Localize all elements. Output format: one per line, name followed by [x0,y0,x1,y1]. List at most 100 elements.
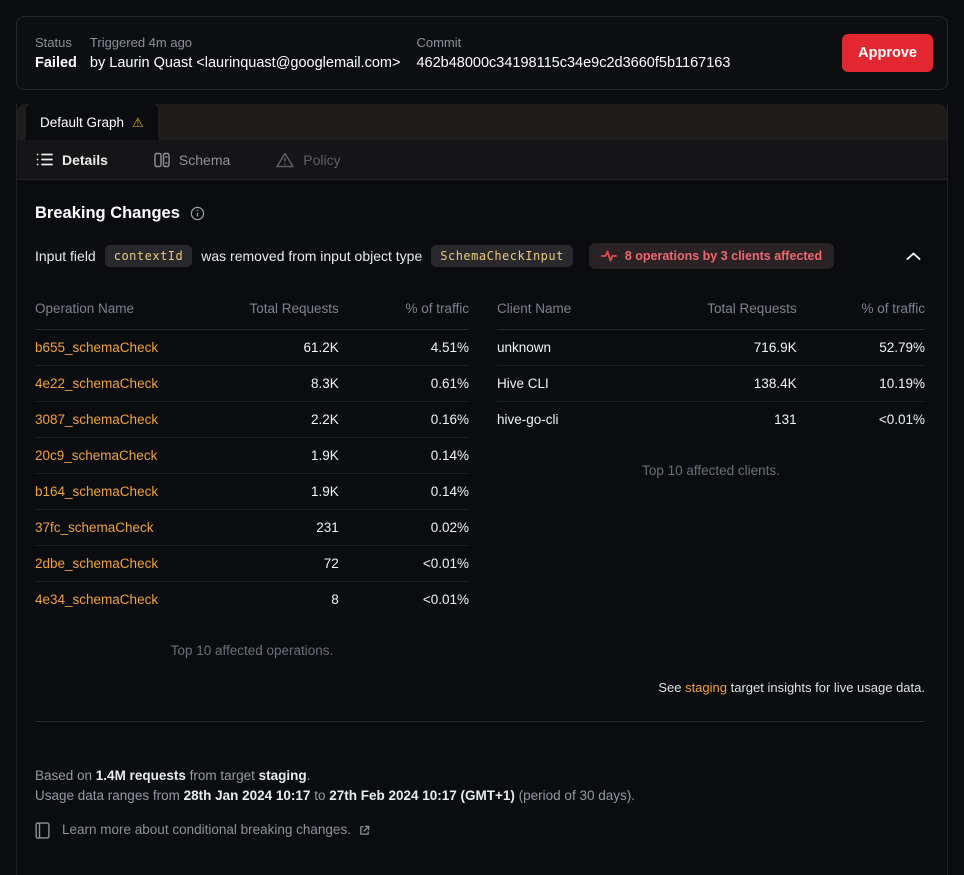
activity-icon [600,250,617,262]
operation-link[interactable]: 37fc_schemaCheck [35,509,244,546]
triggered-label: Triggered 4m ago [89,34,193,50]
col-total-requests: Total Requests [243,293,339,330]
info-icon[interactable] [190,206,205,221]
learn-more-link[interactable]: Learn more about conditional breaking ch… [35,820,925,840]
commit-label: Commit [416,34,462,50]
clients-table: Client Name Total Requests % of traffic … [497,293,925,437]
table-row: 20c9_schemaCheck 1.9K 0.14% [35,437,469,474]
tab-schema-label: Schema [178,151,231,168]
tab-details-label: Details [62,151,108,168]
operations-table-wrap: Operation Name Total Requests % of traff… [35,293,469,658]
table-row: b655_schemaCheck 61.2K 4.51% [35,329,469,366]
traffic-cell: 4.51% [338,329,469,366]
usage-footer: Based on 1.4M requests from target stagi… [35,766,925,840]
col-total-requests: Total Requests [702,293,797,330]
schema-icon [154,152,170,168]
operation-link[interactable]: 4e34_schemaCheck [35,592,159,607]
insights-prefix: See [658,680,686,695]
traffic-cell: 0.16% [338,401,469,438]
requests-cell: 138.4K [702,365,797,402]
operations-table: Operation Name Total Requests % of traff… [35,293,469,617]
clients-header-row: Client Name Total Requests % of traffic [497,293,925,330]
operation-link[interactable]: b655_schemaCheck [35,329,244,366]
change-text-middle: was removed from input object type [201,248,423,264]
approve-button[interactable]: Approve [842,34,933,72]
tab-policy[interactable]: Policy [276,151,341,168]
col-traffic: % of traffic [796,293,925,330]
based-middle: from target [185,768,259,783]
breaking-changes-header: Breaking Changes [35,204,925,223]
warning-triangle-icon [276,152,295,168]
learn-more-label: Learn more about conditional breaking ch… [62,822,351,837]
col-operation-name: Operation Name [35,293,244,330]
range-to: 27th Feb 2024 10:17 (GMT+1) [329,788,515,803]
client-name-cell: unknown [497,329,703,366]
target-name: staging [258,768,307,783]
based-suffix: . [306,768,311,783]
tab-schema[interactable]: Schema [154,152,230,168]
staging-insights-link[interactable]: staging [685,680,727,695]
status-block: Status Failed [35,35,77,72]
tab-default-graph[interactable]: Default Graph ⚠ [26,104,158,140]
clients-table-wrap: Client Name Total Requests % of traffic … [497,293,925,658]
tab-details[interactable]: Details [36,152,108,168]
requests-cell: 2.2K [243,401,339,438]
status-value: Failed [35,54,77,71]
table-row: Hive CLI 138.4K 10.19% [497,365,925,402]
operations-header-row: Operation Name Total Requests % of traff… [35,293,469,330]
divider [35,721,925,722]
traffic-cell: 10.19% [796,365,925,402]
requests-cell: 61.2K [243,329,339,366]
traffic-cell: <0.01% [422,592,469,607]
breaking-change-row[interactable]: Input field contextId was removed from i… [35,243,925,269]
traffic-cell: 0.02% [338,509,469,546]
range-join: to [310,788,330,803]
table-row: 2dbe_schemaCheck 72 <0.01% [35,545,469,582]
based-prefix: Based on [35,768,96,783]
insights-suffix: target insights for live usage data. [726,680,925,695]
range-from: 28th Jan 2024 10:17 [183,788,311,803]
col-traffic: % of traffic [338,293,469,330]
table-row: 4e34_schemaCheck 8 <0.01% [35,582,469,618]
requests-cell: 8 [331,592,339,607]
traffic-cell: 0.61% [338,365,469,402]
affected-badge-label: 8 operations by 3 clients affected [624,249,823,263]
requests-cell: 231 [243,509,339,546]
requests-cell: 131 [774,412,797,427]
triggered-block: Triggered 4m ago by Laurin Quast <laurin… [90,35,401,72]
traffic-cell: 0.14% [338,473,469,510]
external-link-icon [359,825,370,836]
table-row: hive-go-cli 131 <0.01% [497,402,925,438]
col-client-name: Client Name [497,293,703,330]
traffic-cell: 0.14% [338,437,469,474]
table-row: 4e22_schemaCheck 8.3K 0.61% [35,365,469,402]
book-icon [35,821,50,839]
commit-block: Commit 462b48000c34198115c34e9c2d3660f5b… [416,35,730,72]
table-row: unknown 716.9K 52.79% [497,329,925,366]
collapse-chevron-icon[interactable] [902,248,925,265]
client-name-cell: hive-go-cli [497,412,559,427]
tab-policy-label: Policy [303,151,341,168]
change-text-prefix: Input field [35,248,96,264]
date-range-line: Usage data ranges from 28th Jan 2024 10:… [35,786,925,806]
operations-caption: Top 10 affected operations. [170,643,334,658]
requests-cell: 72 [243,545,339,582]
operation-link[interactable]: 20c9_schemaCheck [35,437,244,474]
affected-operations-badge: 8 operations by 3 clients affected [588,243,835,269]
operation-link[interactable]: b164_schemaCheck [35,473,244,510]
type-name-badge: SchemaCheckInput [431,245,573,267]
operation-link[interactable]: 3087_schemaCheck [35,401,244,438]
warning-icon: ⚠ [132,114,144,130]
operation-link[interactable]: 4e22_schemaCheck [35,365,244,402]
check-detail-panel: Default Graph ⚠ Details [16,104,948,875]
graph-tabstrip: Default Graph ⚠ [17,104,947,140]
range-suffix: (period of 30 days). [514,788,635,803]
table-row: b164_schemaCheck 1.9K 0.14% [35,473,469,510]
table-row: 37fc_schemaCheck 231 0.02% [35,509,469,546]
traffic-cell: <0.01% [338,545,469,582]
requests-cell: 8.3K [243,365,339,402]
traffic-cell: 52.79% [796,329,925,366]
section-tabs: Details Schema Policy [17,140,947,180]
clients-caption: Top 10 affected clients. [642,463,780,478]
operation-link[interactable]: 2dbe_schemaCheck [35,545,244,582]
